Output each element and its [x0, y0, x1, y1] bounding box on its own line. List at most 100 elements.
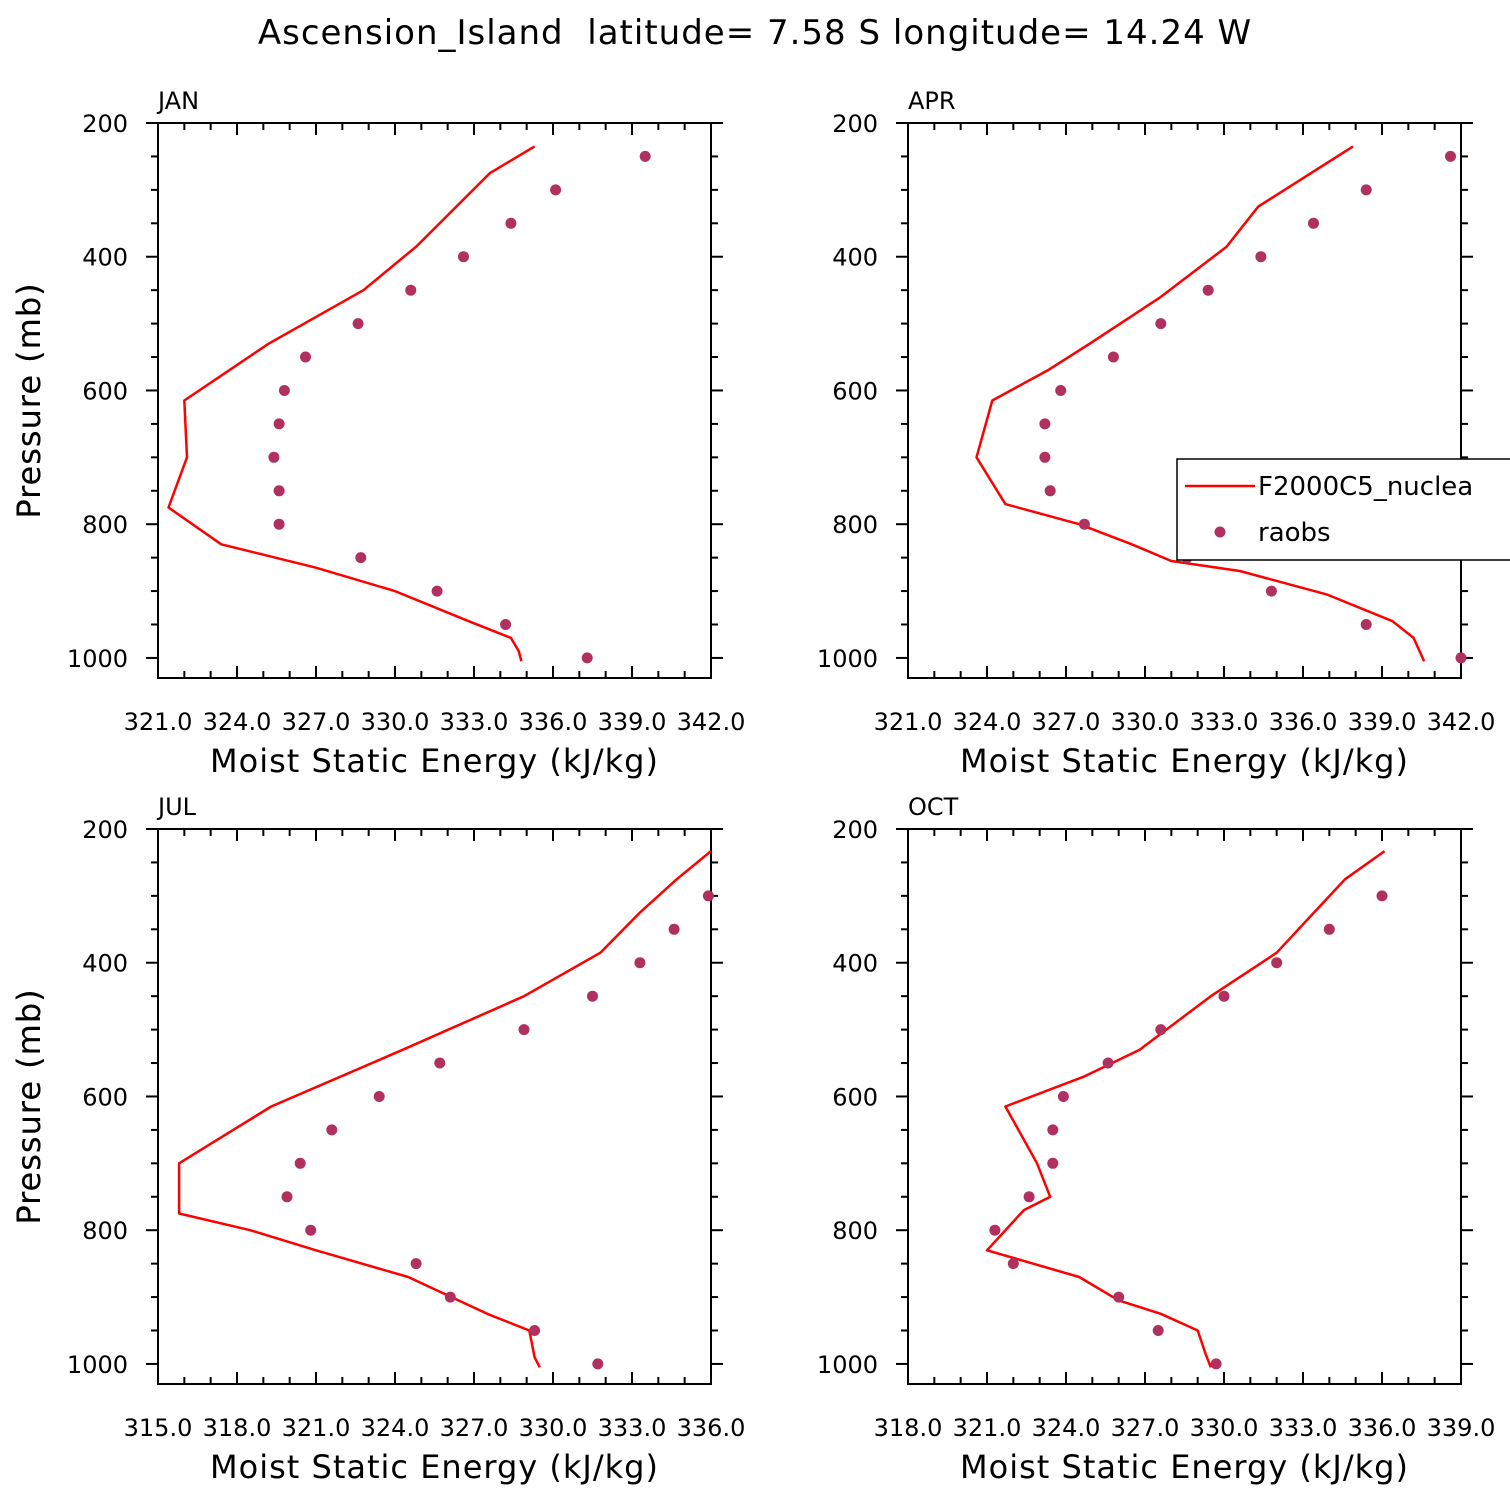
x-tick-label: 321.0 [282, 1414, 351, 1442]
raobs-point [1308, 217, 1319, 229]
x-axis-label: Moist Static Energy (kJ/kg) [960, 742, 1409, 780]
raobs-point [1271, 957, 1283, 969]
raobs-point [1155, 1024, 1167, 1036]
x-axis-label: Moist Static Energy (kJ/kg) [960, 1448, 1409, 1486]
raobs-point [989, 1224, 1001, 1236]
raobs-point [1455, 652, 1467, 664]
panel-label: JAN [156, 87, 199, 115]
x-tick-label: 330.0 [1111, 708, 1180, 736]
x-tick-label: 336.0 [677, 1414, 746, 1442]
raobs-point [268, 451, 280, 463]
y-tick-label: 200 [82, 110, 128, 138]
raobs-point [1047, 1157, 1059, 1169]
raobs-point [1218, 990, 1230, 1002]
x-tick-label: 324.0 [953, 708, 1022, 736]
panel-label: JUL [156, 793, 197, 821]
panel-jan: JAN 321.0 324.0 327.0 330.0 333.0 336.0 339.0 34… [10, 87, 745, 780]
x-tick-label: 342.0 [677, 708, 746, 736]
x-tick-label: 321.0 [874, 708, 943, 736]
raobs-point [1023, 1191, 1035, 1203]
x-tick-label: 333.0 [598, 1414, 667, 1442]
raobs-point [278, 385, 290, 396]
raobs-point [505, 217, 517, 229]
raobs-point [273, 485, 285, 497]
raobs-point [1210, 1358, 1222, 1370]
raobs-point [326, 1124, 338, 1136]
raobs-point [702, 890, 714, 902]
panel-oct: OCT 318.0 321.0 324.0 327.0 330.0 333.0 336.0 33… [10, 793, 1495, 1486]
raobs-point [639, 150, 651, 162]
raobs-point [294, 1157, 306, 1169]
y-tick-label: 400 [82, 950, 128, 978]
y-tick-label: 400 [832, 244, 878, 272]
x-tick-label: 339.0 [1348, 708, 1417, 736]
raobs-point [273, 418, 285, 430]
raobs-point [1202, 284, 1214, 296]
raobs-point [1047, 1124, 1059, 1136]
series-line-f2000c5 [167, 145, 536, 662]
raobs-point [458, 251, 469, 263]
panel-label: APR [908, 87, 956, 115]
x-tick-label: 339.0 [1427, 1414, 1496, 1442]
y-tick-label: 200 [82, 816, 128, 844]
raobs-point [444, 1291, 456, 1303]
x-tick-label: 336.0 [1348, 1414, 1417, 1442]
raobs-point [305, 1224, 317, 1236]
x-tick-label: 333.0 [1269, 1414, 1338, 1442]
raobs-point [1265, 585, 1277, 597]
raobs-point [1155, 318, 1167, 330]
plot-frame [157, 122, 712, 679]
x-tick-label: 324.0 [203, 708, 272, 736]
x-axis-label: Moist Static Energy (kJ/kg) [210, 1448, 659, 1486]
x-tick-label: 333.0 [440, 708, 509, 736]
legend-box [1176, 458, 1510, 561]
y-axis-label: Pressure (mb) [10, 282, 48, 518]
panel-jul: JUL 315.0 318.0 321.0 324.0 327.0 330.0 333.0 33… [10, 793, 745, 1486]
raobs-point [1102, 1057, 1114, 1069]
x-tick-label: 333.0 [1190, 708, 1259, 736]
y-tick-label: 600 [832, 1083, 878, 1111]
x-tick-label: 318.0 [874, 1414, 943, 1442]
x-tick-label: 336.0 [1269, 708, 1338, 736]
y-axis-label: Pressure (mb) [10, 282, 48, 518]
y-tick-label: 1000 [817, 1351, 878, 1379]
raobs-point [1007, 1258, 1019, 1270]
raobs-point [1360, 184, 1372, 196]
raobs-point [1445, 150, 1456, 162]
raobs-point [529, 1325, 541, 1336]
figure-title: Ascension_Island latitude= 7.58 S longit… [258, 13, 1252, 53]
y-tick-label: 1000 [817, 645, 878, 673]
y-tick-label: 1000 [67, 1351, 128, 1379]
x-tick-label: 330.0 [1190, 1414, 1259, 1442]
raobs-point [281, 1191, 293, 1203]
y-tick-label: 800 [82, 1217, 128, 1245]
y-tick-label: 800 [832, 1217, 878, 1245]
raobs-point [634, 957, 646, 969]
x-tick-label: 327.0 [1032, 708, 1101, 736]
x-tick-label: 327.0 [1111, 1414, 1180, 1442]
series-line-f2000c5 [985, 850, 1386, 1368]
raobs-point [1039, 418, 1051, 430]
x-tick-label: 339.0 [598, 708, 667, 736]
panels: JAN 321.0 324.0 327.0 330.0 333.0 336.0 339.0 34… [10, 87, 1495, 1486]
raobs-point [1055, 385, 1067, 396]
legend-dot-swatch [1214, 526, 1226, 538]
x-axis-label: Moist Static Energy (kJ/kg) [210, 742, 659, 780]
plot-frame [157, 828, 712, 1385]
y-tick-label: 600 [82, 1083, 128, 1111]
raobs-point [1044, 485, 1056, 497]
x-tick-label: 321.0 [953, 1414, 1022, 1442]
y-tick-label: 600 [82, 377, 128, 405]
raobs-point [300, 351, 311, 363]
raobs-point [518, 1024, 530, 1036]
raobs-point [550, 184, 562, 196]
raobs-point [273, 518, 285, 530]
y-tick-label: 1000 [67, 645, 128, 673]
raobs-point [1039, 451, 1051, 463]
raobs-point [668, 923, 680, 935]
x-tick-label: 330.0 [361, 708, 430, 736]
raobs-point [405, 284, 417, 296]
y-tick-label: 400 [82, 244, 128, 272]
